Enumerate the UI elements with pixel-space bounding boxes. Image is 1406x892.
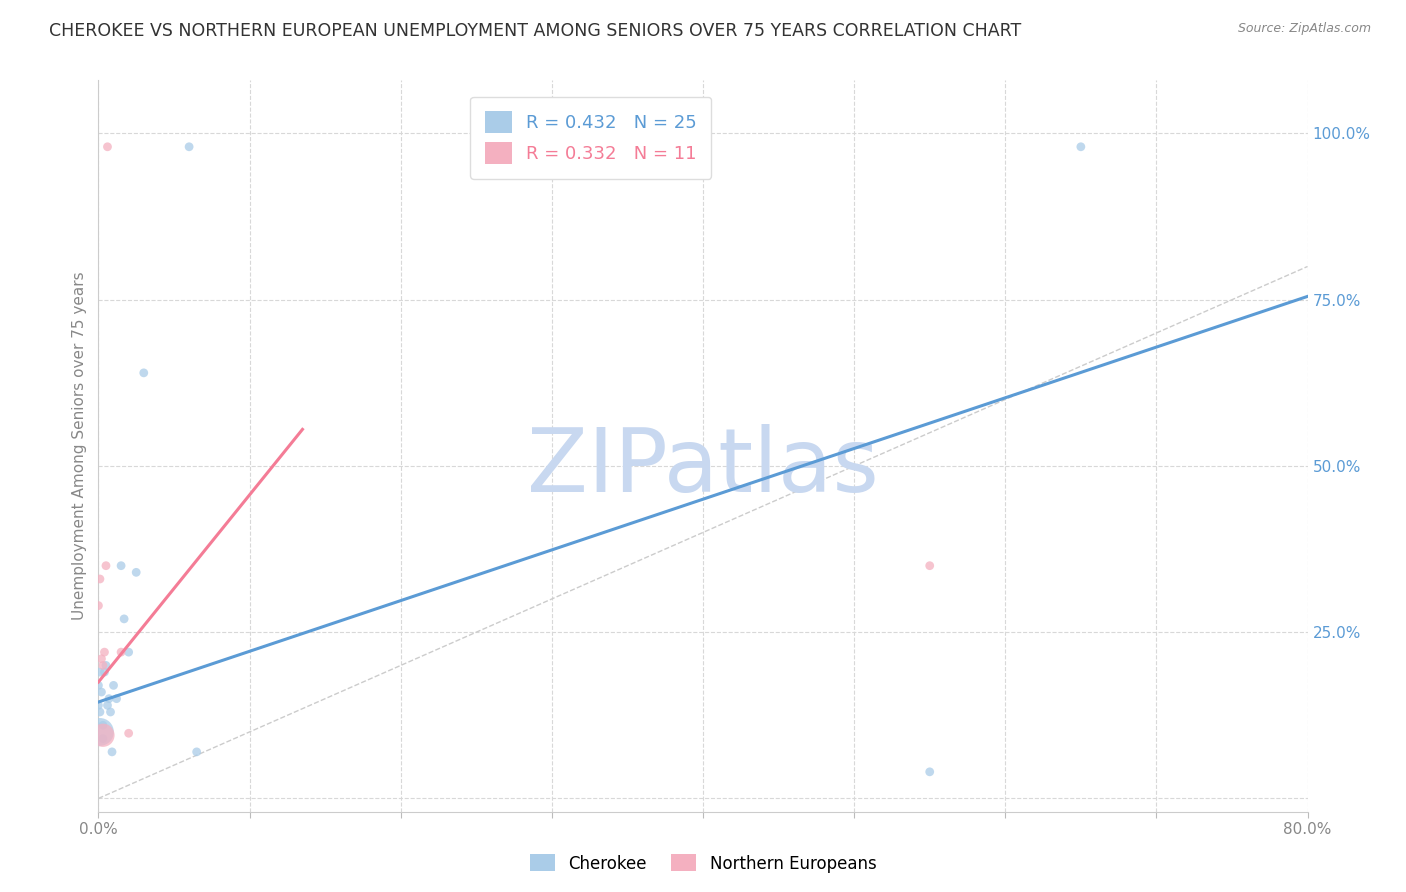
Point — [91, 728, 114, 742]
Text: Source: ZipAtlas.com: Source: ZipAtlas.com — [1237, 22, 1371, 36]
Point — [90, 652, 112, 666]
Point — [91, 658, 114, 673]
Point — [94, 558, 117, 573]
Point — [87, 599, 110, 613]
Point — [90, 685, 112, 699]
Point — [110, 558, 132, 573]
Point — [93, 645, 115, 659]
Point — [91, 718, 114, 732]
Point — [98, 691, 121, 706]
Text: CHEROKEE VS NORTHERN EUROPEAN UNEMPLOYMENT AMONG SENIORS OVER 75 YEARS CORRELATI: CHEROKEE VS NORTHERN EUROPEAN UNEMPLOYME… — [49, 22, 1022, 40]
Point — [89, 572, 111, 586]
Point — [112, 612, 135, 626]
Point — [87, 698, 110, 713]
Point — [87, 678, 110, 692]
Text: ZIPatlas: ZIPatlas — [527, 425, 879, 511]
Point — [118, 645, 141, 659]
Point — [91, 731, 114, 746]
Point — [89, 725, 111, 739]
Point — [186, 745, 208, 759]
Point — [110, 645, 132, 659]
Point — [89, 665, 111, 679]
Point — [918, 764, 941, 779]
Point — [179, 140, 201, 154]
Point — [118, 726, 141, 740]
Legend: Cherokee, Northern Europeans: Cherokee, Northern Europeans — [523, 847, 883, 880]
Point — [93, 665, 115, 679]
Point — [101, 745, 124, 759]
Point — [94, 658, 117, 673]
Point — [105, 691, 128, 706]
Point — [96, 140, 118, 154]
Y-axis label: Unemployment Among Seniors over 75 years: Unemployment Among Seniors over 75 years — [72, 272, 87, 620]
Point — [89, 705, 111, 719]
Point — [132, 366, 155, 380]
Legend: R = 0.432   N = 25, R = 0.332   N = 11: R = 0.432 N = 25, R = 0.332 N = 11 — [470, 96, 711, 178]
Point — [1070, 140, 1092, 154]
Point — [100, 705, 122, 719]
Point — [96, 698, 118, 713]
Point — [918, 558, 941, 573]
Point — [103, 678, 125, 692]
Point — [125, 566, 148, 580]
